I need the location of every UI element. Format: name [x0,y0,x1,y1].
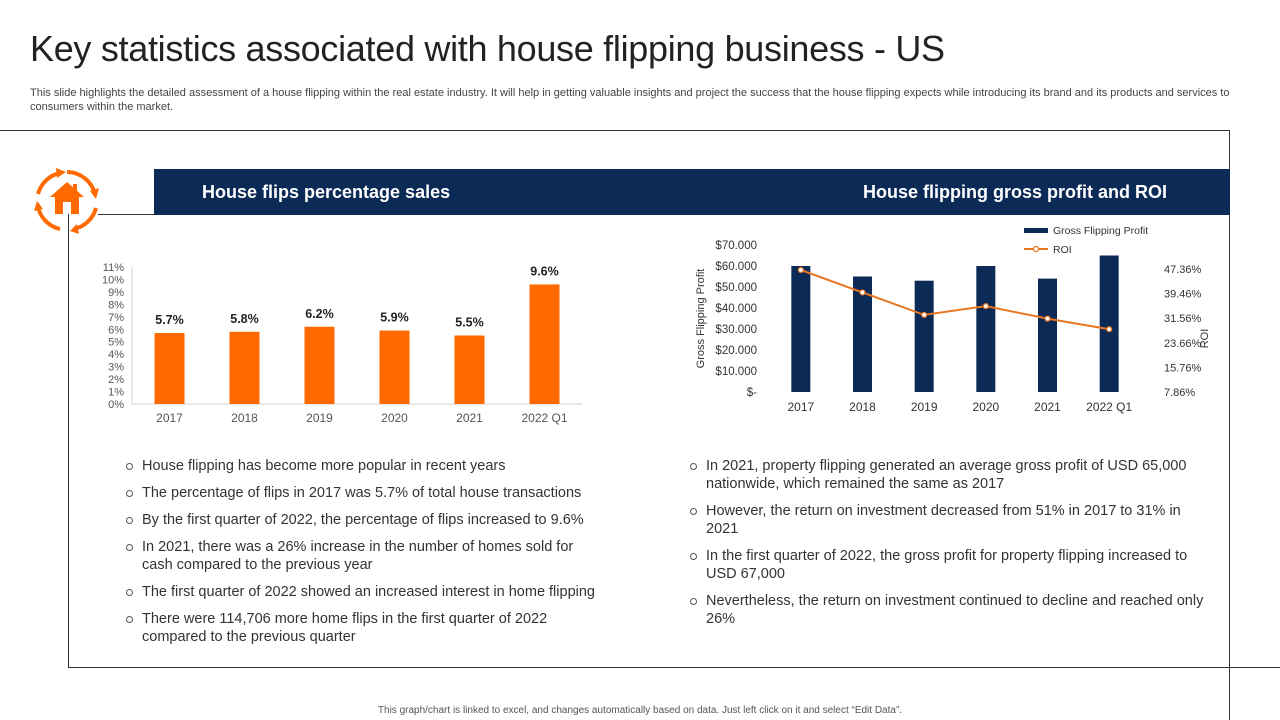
frame-left-line [68,214,69,668]
list-item: In the first quarter of 2022, the gross … [688,547,1208,583]
roi-point [797,266,804,274]
y2-tick-label: 47.36% [1164,264,1202,276]
bar [1038,278,1057,392]
x-tick-label: 2020 [381,411,408,425]
bar [529,284,560,404]
x-tick-label: 2019 [911,400,938,414]
y2-axis-title: ROI [1199,329,1211,349]
legend-label-profit: Gross Flipping Profit [1053,225,1148,237]
x-tick-label: 2021 [456,411,483,425]
list-item: Nevertheless, the return on investment c… [688,592,1208,628]
page-title: Key statistics associated with house fli… [30,28,945,69]
y-tick-label: $10.000 [715,366,757,378]
y2-tick-label: 31.56% [1164,313,1202,325]
list-item: In 2021, there was a 26% increase in the… [124,538,604,574]
roi-point [1044,315,1051,322]
left-chart-heading: House flips percentage sales [202,182,451,202]
y-tick-label: 9% [108,287,124,299]
page-subtitle: This slide highlights the detailed asses… [30,87,1230,113]
y2-tick-label: 23.66% [1164,338,1202,350]
roi-line [800,269,1110,331]
y-tick-label: 5% [108,337,124,349]
y-tick-label: 10% [102,274,124,286]
y-tick-label: $30.000 [715,324,757,336]
x-tick-label: 2017 [156,411,183,425]
frame-right-line [1229,130,1230,720]
x-tick-label: 2022 Q1 [1086,400,1132,414]
y-tick-label: 6% [108,324,124,336]
list-item: In 2021, property flipping generated an … [688,457,1208,493]
bar [454,335,485,404]
y-tick-label: 0% [108,399,124,411]
bar [379,330,410,404]
y-tick-label: 11% [103,262,124,274]
x-tick-label: 2021 [1034,400,1061,414]
frame-top-line [0,130,1230,131]
footer-note: This graph/chart is linked to excel, and… [377,705,903,716]
y2-tick-label: 15.76% [1164,362,1202,374]
y-tick-label: 3% [108,362,124,374]
y-tick-label: $60.000 [715,261,757,273]
y-tick-label: 7% [108,312,124,324]
y2-tick-label: 7.86% [1164,387,1195,399]
y2-tick-label: 39.46% [1164,289,1202,301]
y-tick-label: $50.000 [715,282,757,294]
bar [853,276,872,392]
legend-marker-roi [1032,245,1040,253]
bar [154,333,185,404]
section-banner: House flips percentage sales House flipp… [154,169,1230,215]
y-tick-label: 2% [108,374,124,386]
x-tick-label: 2017 [787,400,814,414]
bar [791,266,811,392]
y-tick-label: $40.000 [715,303,757,315]
x-tick-label: 2018 [849,400,876,414]
x-tick-label: 2020 [972,400,999,414]
roi-point [859,289,866,296]
y-tick-label: $- [747,387,757,399]
frame-bottom-line [68,667,1280,668]
icon-underline [98,214,154,215]
gross-profit-roi-chart: Gross Flipping Profit ROI $- $10.000 $20.000… [695,225,1211,414]
roi-point [921,311,928,318]
y-tick-label: 4% [108,349,124,361]
data-label: 6.2% [305,307,334,321]
bar [914,280,934,392]
legend-label-roi: ROI [1053,244,1072,256]
bar [976,266,996,392]
y-tick-label: $70.000 [715,240,757,252]
bar [229,331,260,404]
house-refresh-icon [30,164,104,238]
legend-swatch-profit [1024,228,1048,233]
y-tick-label: 1% [108,387,124,399]
data-label: 5.7% [155,313,184,327]
roi-point [982,303,989,310]
flips-percentage-chart: 0%1%2%3%4%5%6%7%8%9%10%11% 5.7% 2017 5.8% 20… [102,262,582,425]
x-tick-label: 2018 [231,411,258,425]
bar [304,326,335,404]
x-tick-label: 2022 Q1 [521,411,567,425]
left-bullet-list: House flipping has become more popular i… [124,457,604,655]
list-item: The percentage of flips in 2017 was 5.7%… [124,484,604,502]
roi-point [1106,326,1113,333]
data-label: 5.5% [455,316,484,330]
y-tick-label: $20.000 [715,345,757,357]
list-item: House flipping has become more popular i… [124,457,604,475]
list-item: By the first quarter of 2022, the percen… [124,511,604,529]
list-item: There were 114,706 more home flips in th… [124,610,604,646]
data-label: 5.8% [230,312,259,326]
list-item: However, the return on investment decrea… [688,502,1208,538]
y-tick-label: 8% [108,299,124,311]
x-tick-label: 2019 [306,411,333,425]
bar [1099,255,1119,392]
y-axis-title: Gross Flipping Profit [695,269,707,369]
right-bullet-list: In 2021, property flipping generated an … [688,457,1208,637]
list-item: The first quarter of 2022 showed an incr… [124,583,604,601]
data-label: 5.9% [380,311,409,325]
right-chart-heading: House flipping gross profit and ROI [863,182,1167,202]
data-label: 9.6% [530,264,559,278]
